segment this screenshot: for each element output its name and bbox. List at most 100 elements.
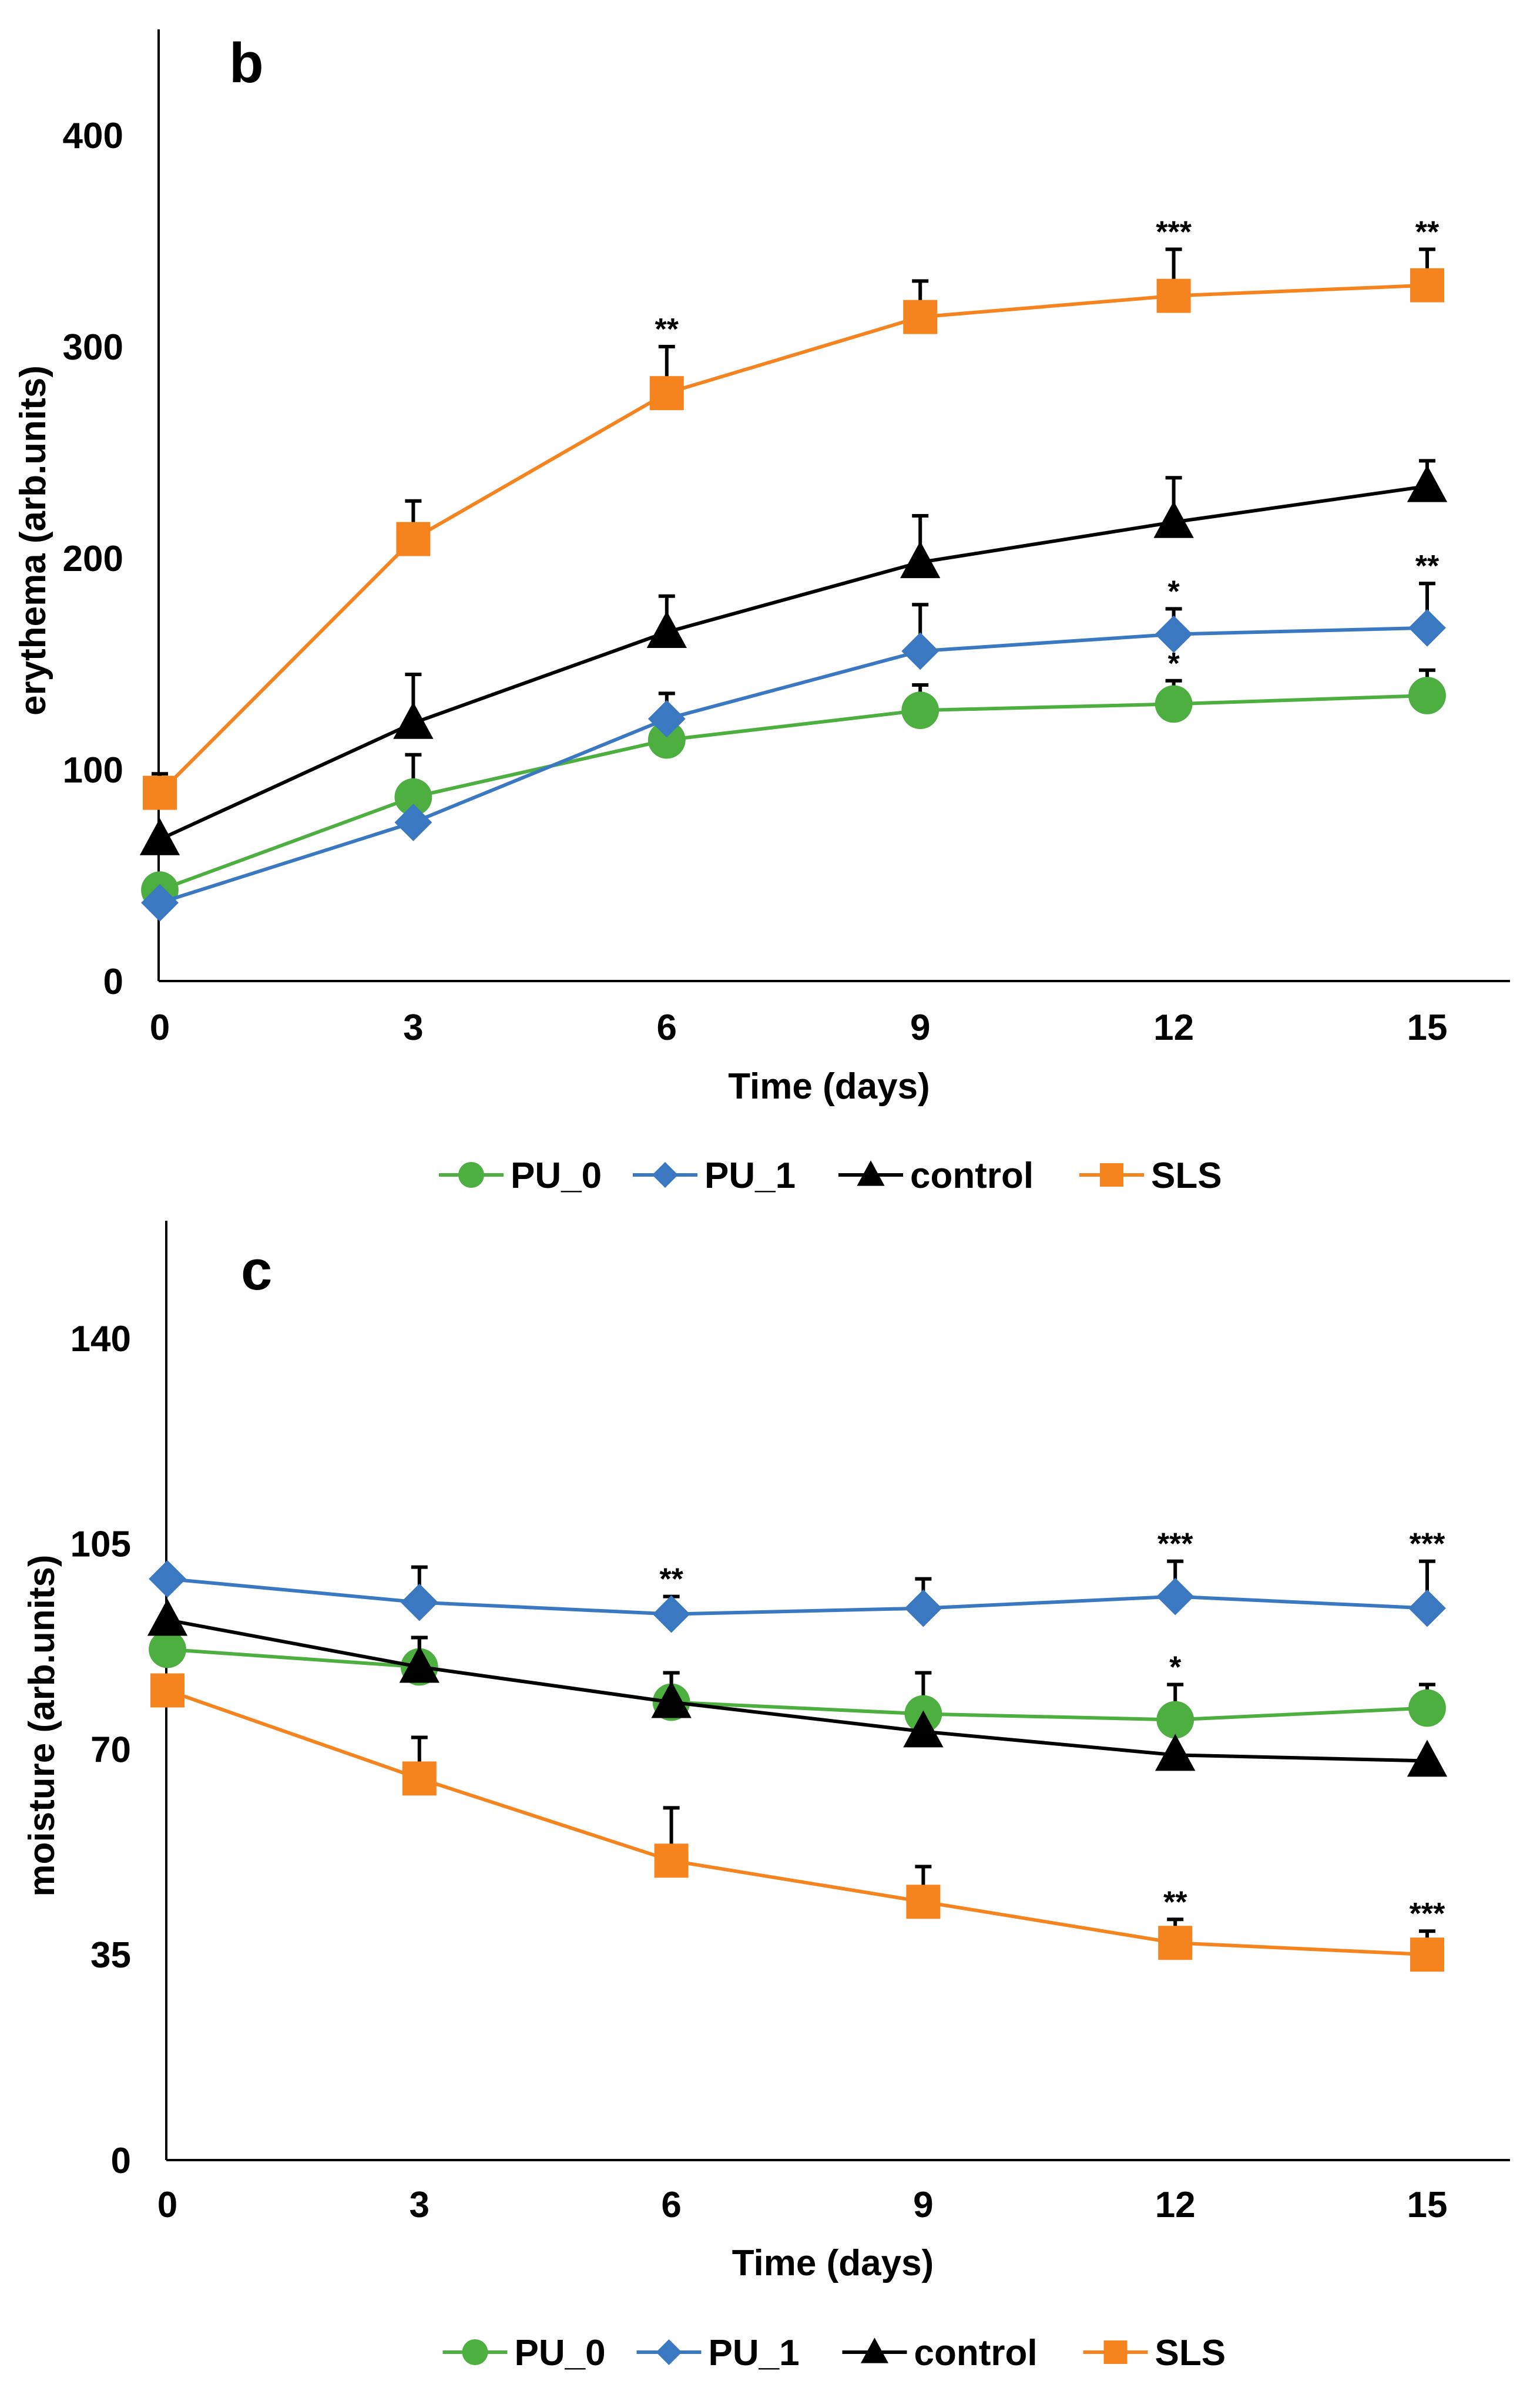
chart-panel-b: 0 100 200 300 400 0 3 6 9 12 15 Time (days) erythema… <box>13 29 1510 1196</box>
x-tick-label: 3 <box>403 1007 423 1048</box>
legend-label: PU_0 <box>511 1156 602 1196</box>
legend-label: PU_1 <box>709 2333 800 2373</box>
legend-item-pu-1: PU_1 <box>633 1156 796 1196</box>
series-control <box>139 459 1448 855</box>
data-point <box>651 1681 692 1718</box>
legend-marker <box>1103 2340 1128 2364</box>
data-point <box>147 1598 188 1636</box>
data-point <box>647 721 686 759</box>
x-tick-label: 6 <box>657 1007 677 1048</box>
legend-item-pu-0: PU_0 <box>442 2333 606 2373</box>
significance-label: *** <box>1156 215 1192 249</box>
y-tick-label: 300 <box>63 327 123 368</box>
x-tick-label: 3 <box>410 2185 430 2225</box>
x-tick-label: 0 <box>150 1007 170 1048</box>
data-point <box>1410 268 1444 303</box>
x-tick-label: 6 <box>661 2185 681 2225</box>
y-tick-label: 200 <box>63 539 123 579</box>
data-point <box>1153 501 1194 538</box>
significance-label: ** <box>1415 549 1440 583</box>
legend-item-control: control <box>842 2333 1038 2373</box>
data-point <box>1407 465 1448 502</box>
series-line <box>167 1618 1428 1763</box>
data-point <box>1155 685 1193 723</box>
data-point <box>903 1710 944 1748</box>
data-point <box>906 1885 941 1919</box>
series-line <box>159 626 1428 905</box>
significance-label: ** <box>1415 215 1440 249</box>
legend-marker <box>857 1160 885 1186</box>
legend-marker <box>860 2338 889 2363</box>
data-point <box>393 701 434 739</box>
y-axis-title: erythema (arb.units) <box>13 365 53 716</box>
data-point <box>396 522 431 556</box>
x-tick-label: 9 <box>910 1007 930 1048</box>
x-axis-title: Time (days) <box>728 1066 930 1107</box>
series-line <box>167 1577 1428 1616</box>
x-tick-label: 15 <box>1407 2185 1448 2225</box>
series-control <box>147 1598 1448 1777</box>
significance-label: *** <box>1410 1527 1445 1561</box>
legend-label: control <box>914 2333 1038 2373</box>
x-tick-label: 12 <box>1155 2185 1196 2225</box>
x-tick-label: 9 <box>913 2185 933 2225</box>
panel-label: b <box>229 32 264 95</box>
series-sls: ***** ** <box>143 215 1444 810</box>
series-line <box>167 1688 1428 1957</box>
data-point <box>149 1560 186 1598</box>
data-point <box>654 1843 689 1878</box>
legend-label: SLS <box>1155 2333 1226 2373</box>
data-point <box>1408 609 1446 647</box>
legend: PU_0 PU_1 control SLS <box>442 2333 1226 2373</box>
panel-label: c <box>241 1239 272 1302</box>
significance-label: ** <box>1163 1885 1187 1919</box>
significance-label: * <box>1167 575 1180 609</box>
data-point <box>402 1761 437 1796</box>
legend-marker <box>458 1162 484 1188</box>
series-pu-1: ***** *** <box>149 1527 1446 1633</box>
legend-item-sls: SLS <box>1079 1156 1222 1196</box>
significance-label: * <box>1169 1651 1182 1685</box>
chart-panel-c: 0 35 70 105 140 0 3 6 9 12 15 Time (days) moisture (… <box>22 1221 1510 2373</box>
legend-label: PU_1 <box>704 1156 796 1196</box>
y-tick-label: 0 <box>103 962 123 1002</box>
significance-label: *** <box>1157 1527 1193 1561</box>
data-point <box>1408 1689 1446 1727</box>
data-point <box>1407 1739 1448 1777</box>
series-pu-0: * <box>141 647 1446 909</box>
y-tick-label: 70 <box>90 1729 131 1770</box>
data-point <box>1155 1734 1196 1771</box>
legend-label: control <box>910 1156 1034 1196</box>
legend-marker <box>656 2339 682 2365</box>
data-point <box>904 1589 942 1627</box>
data-point <box>143 775 177 810</box>
x-axis-title: Time (days) <box>732 2243 934 2283</box>
legend-marker <box>462 2339 488 2365</box>
data-point <box>1408 1589 1446 1627</box>
data-point <box>646 611 687 648</box>
data-point <box>1408 677 1446 714</box>
legend-item-pu-0: PU_0 <box>439 1156 602 1196</box>
data-point <box>150 1673 184 1708</box>
data-point <box>1156 278 1191 313</box>
significance-label: * <box>1167 647 1180 681</box>
data-point <box>400 1583 438 1621</box>
y-tick-label: 100 <box>63 750 123 791</box>
legend-item-control: control <box>838 1156 1034 1196</box>
series-line <box>159 484 1428 841</box>
x-tick-label: 15 <box>1407 1007 1448 1048</box>
y-tick-label: 400 <box>63 116 123 156</box>
data-point <box>141 884 179 922</box>
y-axis-title: moisture (arb.units) <box>22 1554 62 1896</box>
data-point <box>1410 1937 1444 1972</box>
y-tick-label: 105 <box>71 1524 131 1565</box>
series-line <box>167 1647 1428 1722</box>
legend-item-sls: SLS <box>1083 2333 1226 2373</box>
series-line <box>158 283 1428 794</box>
series-sls: ** *** <box>150 1673 1445 1972</box>
data-point <box>139 818 180 855</box>
legend-label: SLS <box>1151 1156 1222 1196</box>
data-point <box>149 1630 186 1668</box>
data-point <box>1158 1926 1193 1960</box>
series-pu-0: * <box>149 1630 1446 1739</box>
